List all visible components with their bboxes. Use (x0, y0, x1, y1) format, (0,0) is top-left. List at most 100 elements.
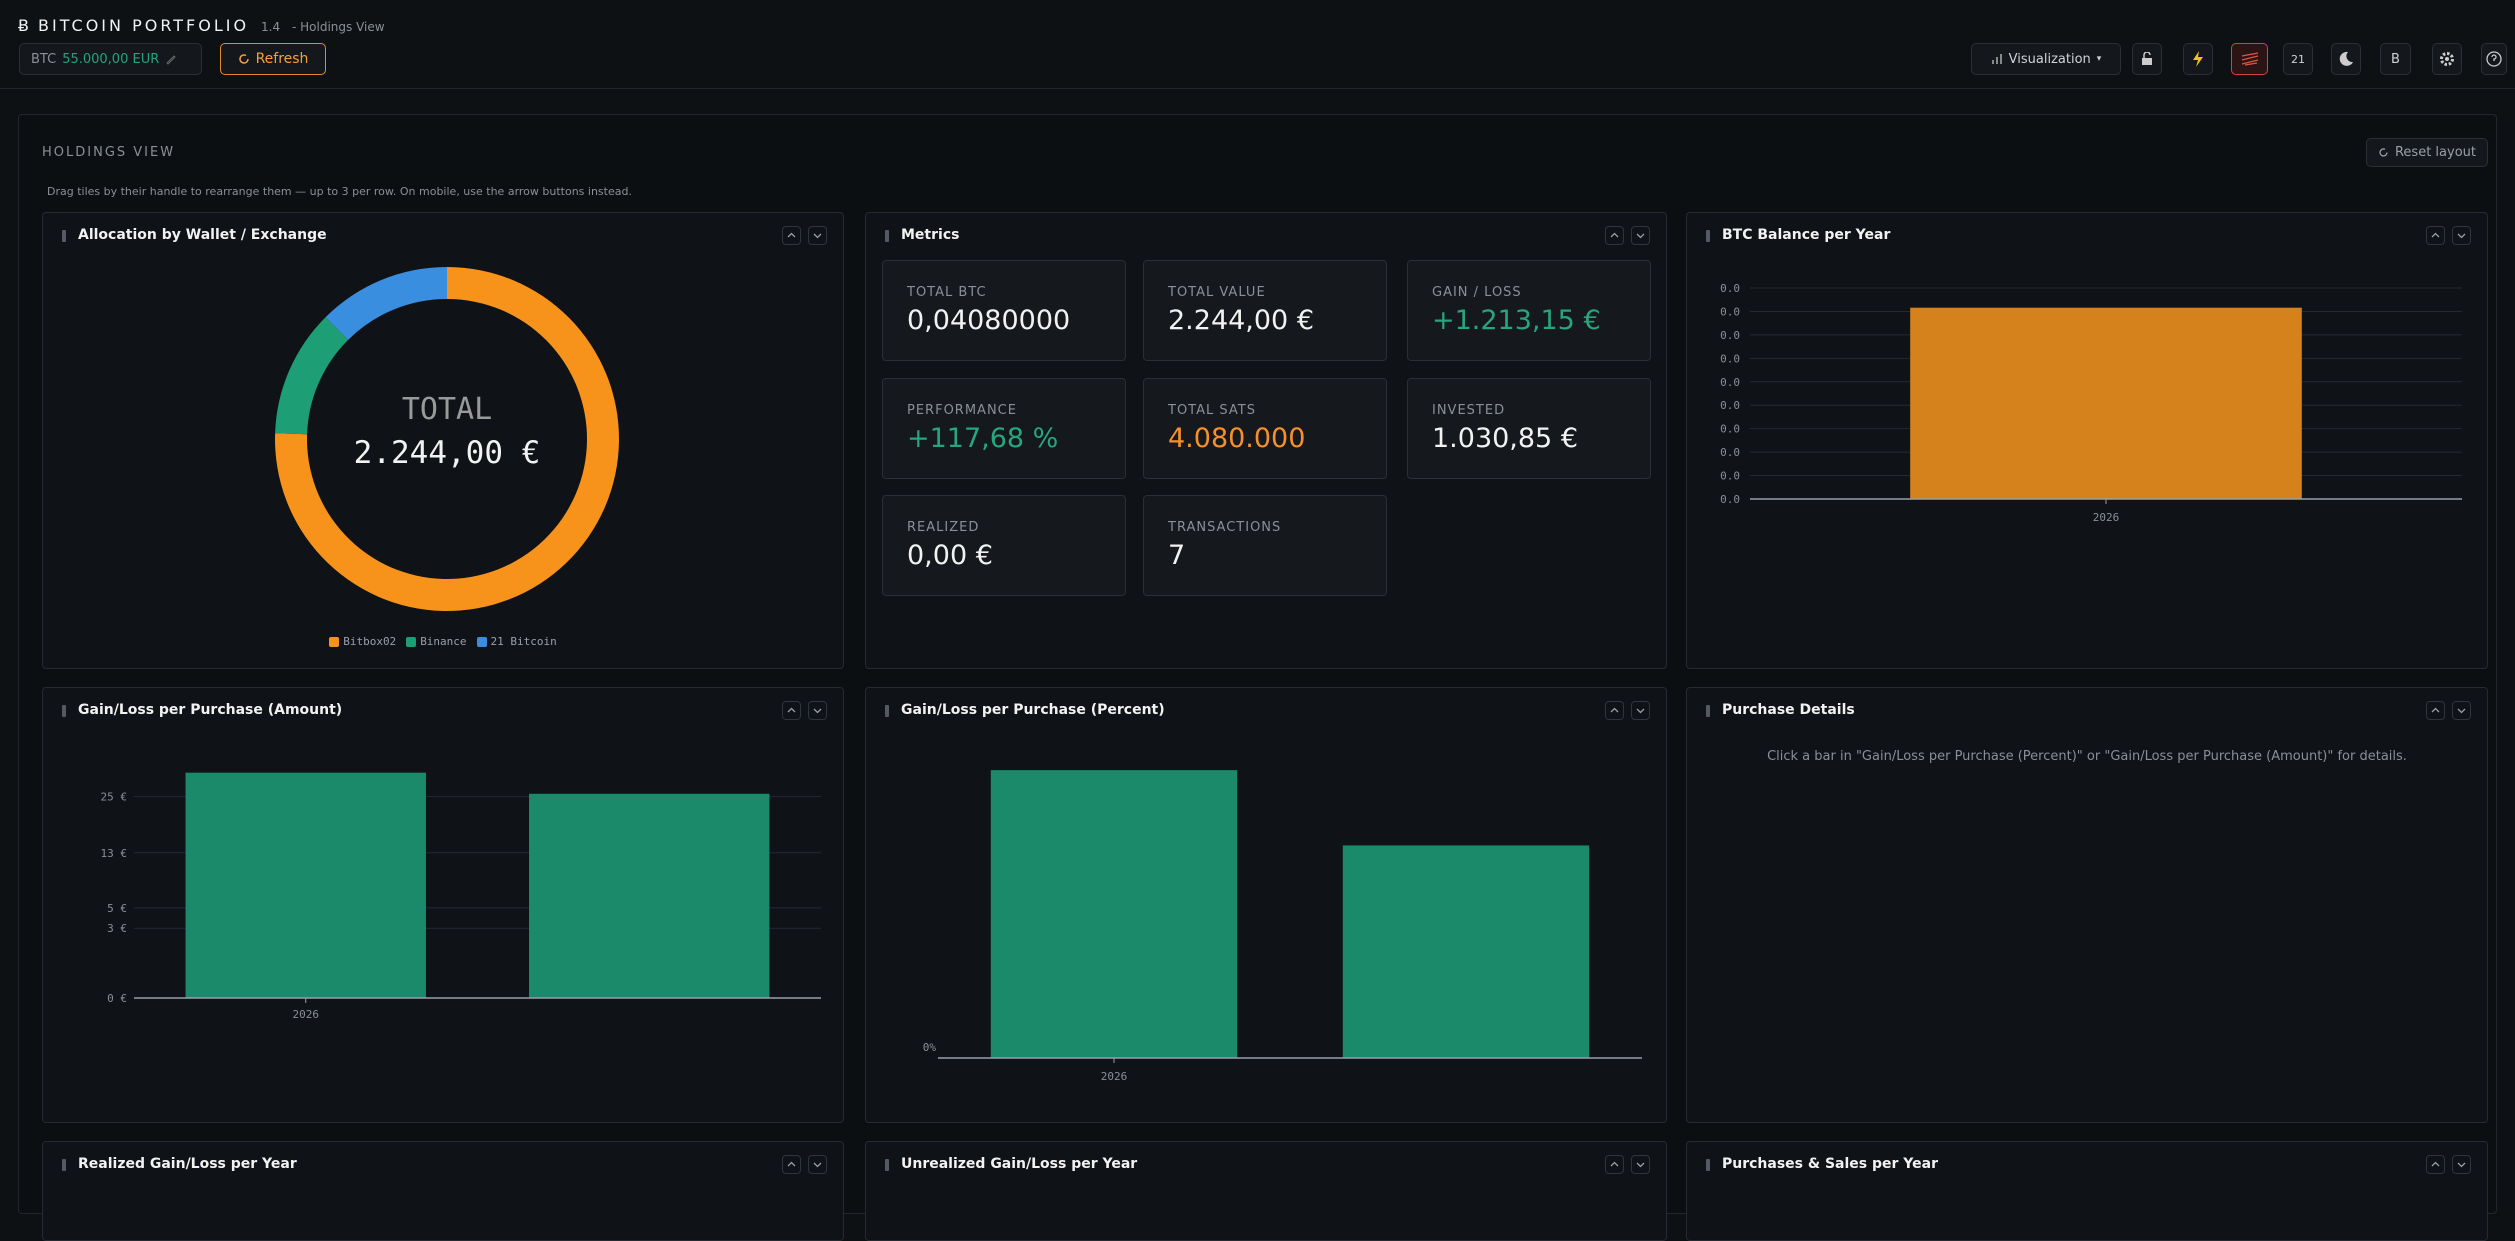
legend-item: Binance (406, 635, 467, 648)
y-tick-label: 3 € (107, 922, 127, 935)
move-down-button[interactable] (808, 226, 827, 245)
y-tick-label: 0.0 (1720, 470, 1740, 483)
metric-card: INVESTED 1.030,85 € (1407, 378, 1651, 479)
chevron (2457, 233, 2466, 239)
move-down-button[interactable] (1631, 226, 1650, 245)
center-value: 2.244,00 € (354, 435, 541, 471)
viz-icon (1991, 54, 2002, 64)
move-down-button[interactable] (1631, 701, 1650, 720)
metric-value: 0,00 € (907, 540, 993, 571)
tile: Purchases & Sales per Year (1686, 1141, 2488, 1241)
help-button[interactable] (2481, 43, 2507, 75)
page: Ƀ BITCOIN PORTFOLIO 1.4 - Holdings View … (0, 16, 2515, 1241)
chevron (2431, 232, 2440, 238)
y-tick-label: 13 € (101, 847, 128, 860)
logo: Ƀ (18, 16, 32, 35)
move-up-button[interactable] (1605, 226, 1624, 245)
tile-title: Realized Gain/Loss per Year (78, 1156, 297, 1172)
price-box[interactable]: BTC 55.000,00 EUR (19, 43, 202, 75)
arrow-icon (813, 1162, 822, 1168)
move-up-button[interactable] (2426, 701, 2445, 720)
caret: ▾ (2096, 54, 2102, 64)
lock-icon (2142, 52, 2152, 65)
arrow-icon (787, 232, 796, 238)
move-up-button[interactable] (782, 226, 801, 245)
legend-swatch (329, 636, 340, 647)
chevron (1636, 1162, 1645, 1168)
tile-title: Gain/Loss per Purchase (Amount) (78, 702, 343, 718)
metric-card: REALIZED 0,00 € (882, 495, 1126, 596)
move-up-button[interactable] (782, 701, 801, 720)
drag-handle (62, 1159, 66, 1171)
move-up-button[interactable] (782, 1155, 801, 1174)
chevron (2457, 1162, 2466, 1168)
b-button[interactable]: B (2380, 43, 2411, 75)
visualization-menu[interactable]: Visualization ▾ (1971, 43, 2121, 75)
tile-title: Purchases & Sales per Year (1722, 1156, 1938, 1172)
chevron (2431, 1161, 2440, 1167)
refresh-label: Refresh (255, 51, 309, 67)
edit-icon (166, 55, 176, 65)
x-tick-label: 2026 (2093, 511, 2120, 524)
move-up-button[interactable] (2426, 226, 2445, 245)
theme-button[interactable] (2331, 43, 2361, 75)
y-tick-label: 0.0 (1720, 446, 1740, 459)
move-down-button[interactable] (1631, 1155, 1650, 1174)
drag-handle (885, 705, 889, 717)
gear-icon (2440, 52, 2454, 66)
chevron (2457, 708, 2466, 714)
y-tick-label: 25 € (101, 791, 128, 804)
y-tick-label: 0.0 (1720, 423, 1740, 436)
tile-title: Unrealized Gain/Loss per Year (901, 1156, 1138, 1172)
sats-button[interactable]: 21 (2283, 43, 2313, 75)
settings-button[interactable] (2432, 43, 2462, 75)
metric-label: TOTAL BTC (907, 285, 987, 300)
move-down-button[interactable] (2452, 226, 2471, 245)
y-tick-label: 0 € (107, 992, 127, 1005)
x-tick-label: 2026 (1101, 1070, 1128, 1083)
legend-item: 21 Bitcoin (476, 635, 557, 648)
view-name: - Holdings View (292, 20, 385, 34)
legend-label: Bitbox02 (343, 635, 397, 648)
reset-layout-button[interactable]: Reset layout (2366, 138, 2488, 167)
tile-title: Purchase Details (1722, 702, 1855, 718)
arrow-icon (813, 233, 822, 239)
hint: Drag tiles by their handle to rearrange … (47, 185, 632, 198)
metric-label: TOTAL VALUE (1168, 285, 1266, 300)
arrow-icon (2431, 707, 2440, 713)
metric-label: REALIZED (907, 520, 980, 535)
lines-icon (2241, 52, 2258, 66)
bar (1342, 845, 1590, 1058)
chart-style-button[interactable] (2231, 43, 2268, 75)
reset-label: Reset layout (2394, 145, 2476, 160)
help-icon (2486, 51, 2502, 67)
move-down-button[interactable] (808, 1155, 827, 1174)
tile: Realized Gain/Loss per Year (42, 1141, 844, 1241)
move-down-button[interactable] (808, 701, 827, 720)
move-up-button[interactable] (2426, 1155, 2445, 1174)
section-title: HOLDINGS VIEW (42, 145, 176, 160)
chevron (813, 1162, 822, 1168)
tile: BTC Balance per Year 0.0 0.0 0.0 0.0 0.0 0.0 0.… (1686, 212, 2488, 669)
refresh-button[interactable]: Refresh (220, 43, 326, 75)
sats-label: 21 (2291, 52, 2305, 66)
metric-card: PERFORMANCE +117,68 % (882, 378, 1126, 479)
refresh-icon (238, 54, 249, 64)
move-up-button[interactable] (1605, 1155, 1624, 1174)
chevron (1636, 708, 1645, 714)
metric-value: 1.030,85 € (1432, 423, 1578, 454)
arrow-icon (787, 1161, 796, 1167)
metric-card: TOTAL BTC 0,04080000 (882, 260, 1126, 361)
move-down-button[interactable] (2452, 701, 2471, 720)
donut-slice (325, 267, 447, 340)
move-down-button[interactable] (2452, 1155, 2471, 1174)
chevron (787, 232, 796, 238)
flash-button[interactable] (2183, 43, 2213, 75)
arrow-icon (2431, 232, 2440, 238)
y-tick-label: 0.0 (1720, 282, 1740, 295)
lock-button[interactable] (2132, 43, 2162, 75)
legend-label: 21 Bitcoin (490, 635, 557, 648)
move-up-button[interactable] (1605, 701, 1624, 720)
tile-title: Metrics (901, 227, 960, 243)
y-tick-label: 0.0 (1720, 493, 1740, 506)
